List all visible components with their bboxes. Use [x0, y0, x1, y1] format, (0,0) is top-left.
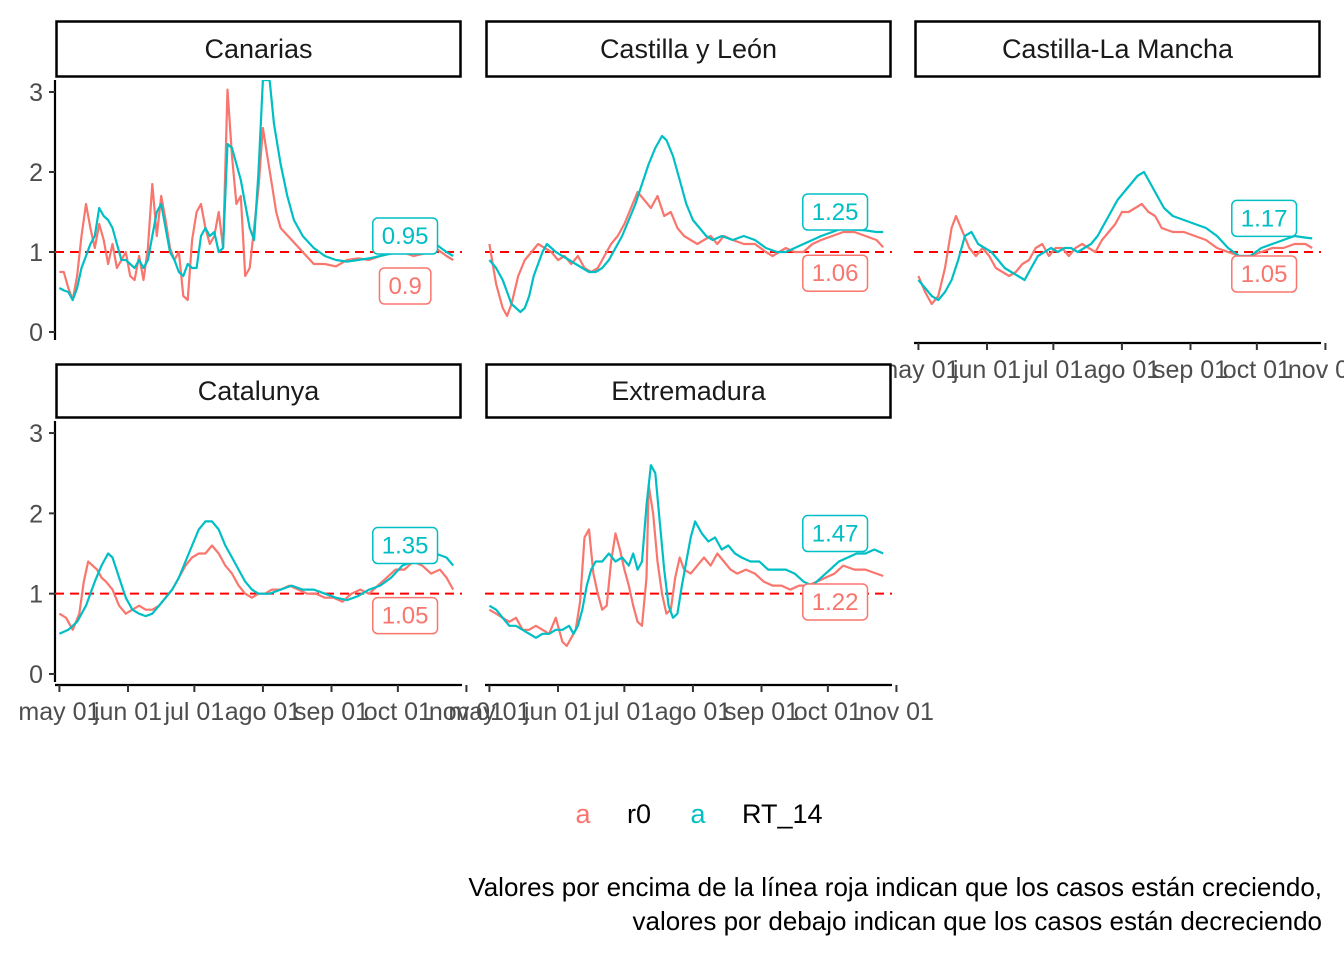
value-label-box-r0 [1231, 255, 1298, 293]
x-tick-label-jun-01: jun 01 [523, 698, 592, 726]
value-label-text-r0: 1.22 [812, 589, 859, 616]
value-label-r0-castilla-y-leon: 1.06 [802, 254, 869, 292]
series-group-castilla-y-leon [488, 134, 885, 318]
value-label-rt-14-catalunya: 1.35 [372, 526, 439, 565]
strip-title-extremadura: Extremadura [611, 376, 767, 406]
value-label-text-r0: 0.9 [388, 273, 421, 300]
panel-canarias: Canarias 0 1 2 3 0.95 0.9 [29, 20, 462, 347]
value-label-box-r0 [378, 267, 432, 305]
x-tick-label-ago-01: ago 01 [1084, 356, 1160, 384]
x-tick-label-may-01: may 01 [18, 698, 100, 726]
x-tick-label-sep-01: sep 01 [1153, 356, 1228, 384]
value-label-r0-extremadura: 1.22 [802, 583, 869, 621]
series-group-castilla-la-mancha [917, 170, 1313, 306]
x-tick-label-sep-01: sep 01 [724, 698, 799, 726]
y-tick-label-1: 1 [29, 581, 43, 609]
value-label-box-r0 [802, 583, 869, 621]
series-r0-castilla-la-mancha [917, 202, 1313, 306]
series-rt-14-castilla-y-leon [488, 134, 884, 314]
strip-title-castilla-la-mancha: Castilla-La Mancha [1002, 34, 1234, 64]
value-label-text-r0: 1.05 [1241, 261, 1288, 288]
x-tick-label-jul-01: jul 01 [163, 698, 224, 726]
strip-castilla-la-mancha [914, 20, 1321, 78]
x-tick-label-ago-01: ago 01 [225, 698, 301, 726]
legend-label-r0: r0 [627, 799, 651, 829]
series-rt-14-extremadura [488, 464, 884, 639]
value-label-box-rt-14 [372, 217, 439, 255]
value-label-r0-catalunya: 1.05 [372, 596, 439, 635]
value-label-rt-14-castilla-y-leon: 1.25 [802, 193, 869, 231]
series-r0-castilla-y-leon [488, 190, 885, 318]
x-tick-label-nov-01: nov 01 [1288, 356, 1344, 384]
x-tick-label-ago-01: ago 01 [655, 698, 731, 726]
legend-label-rt14: RT_14 [742, 799, 823, 829]
strip-title-catalunya: Catalunya [198, 376, 321, 406]
x-tick-label-jul-01: jul 01 [1022, 356, 1083, 384]
strip-extremadura [485, 363, 892, 419]
y-tick-label-2: 2 [29, 500, 43, 528]
caption: Valores por encima de la línea roja indi… [468, 872, 1322, 936]
y-tick-label-0: 0 [29, 319, 43, 347]
series-rt-14-castilla-la-mancha [917, 170, 1313, 302]
value-label-rt-14-extremadura: 1.47 [802, 514, 869, 553]
value-label-text-rt-14: 1.35 [382, 533, 429, 560]
value-label-box-r0 [802, 254, 869, 292]
value-label-box-rt-14 [1231, 199, 1298, 238]
x-tick-label-may-01: may 01 [448, 698, 530, 726]
strip-canarias [55, 20, 462, 78]
x-tick-label-oct-01: oct 01 [1223, 356, 1291, 384]
x-tick-label-nov-01: nov 01 [859, 698, 934, 726]
y-tick-label-2: 2 [29, 159, 43, 187]
legend-key-rt14: a [690, 799, 706, 829]
value-label-text-rt-14: 1.25 [812, 199, 859, 226]
y-tick-label-3: 3 [29, 420, 43, 448]
value-label-text-rt-14: 0.95 [382, 223, 429, 250]
legend-key-r0: a [575, 799, 591, 829]
value-label-text-rt-14: 1.47 [812, 521, 859, 548]
value-label-box-rt-14 [802, 193, 869, 231]
series-rt-14-catalunya [58, 520, 455, 635]
strip-castilla-y-leon [485, 20, 892, 78]
legend: a r0 a RT_14 [575, 799, 822, 829]
x-tick-label-oct-01: oct 01 [364, 698, 432, 726]
value-label-text-rt-14: 1.17 [1241, 205, 1288, 232]
panels-layer: Canarias 0 1 2 3 0.95 0.9 Castilla y León 1.25 1.… [18, 20, 1344, 726]
x-tick-label-oct-01: oct 01 [794, 698, 862, 726]
value-label-rt-14-castilla-la-mancha: 1.17 [1231, 199, 1298, 238]
y-tick-label-0: 0 [29, 661, 43, 689]
strip-catalunya [55, 363, 462, 419]
value-label-r0-canarias: 0.9 [378, 267, 432, 305]
y-tick-label-3: 3 [29, 79, 43, 107]
value-label-text-r0: 1.06 [812, 260, 859, 287]
y-tick-label-1: 1 [29, 239, 43, 267]
strip-title-castilla-y-leon: Castilla y León [600, 34, 777, 64]
x-tick-label-jun-01: jun 01 [952, 356, 1021, 384]
series-group-extremadura [488, 464, 884, 647]
x-tick-label-nov-01: nov 01 [429, 698, 504, 726]
caption-line-2: valores por debajo indican que los casos… [633, 906, 1322, 936]
value-label-box-rt-14 [802, 514, 869, 553]
caption-line-1: Valores por encima de la línea roja indi… [468, 872, 1322, 902]
series-rt-14-canarias [58, 80, 454, 302]
x-tick-label-jul-01: jul 01 [593, 698, 654, 726]
series-group-catalunya [58, 520, 455, 635]
value-label-box-rt-14 [372, 526, 439, 565]
x-tick-label-sep-01: sep 01 [294, 698, 369, 726]
strip-title-canarias: Canarias [204, 34, 312, 64]
x-tick-label-jun-01: jun 01 [93, 698, 162, 726]
panel-castilla-y-leon: Castilla y León 1.25 1.06 [485, 20, 892, 318]
value-label-r0-castilla-la-mancha: 1.05 [1231, 255, 1298, 293]
value-label-rt-14-canarias: 0.95 [372, 217, 439, 255]
value-label-box-r0 [372, 596, 439, 635]
value-label-text-r0: 1.05 [382, 603, 429, 630]
series-group-canarias [58, 80, 454, 302]
